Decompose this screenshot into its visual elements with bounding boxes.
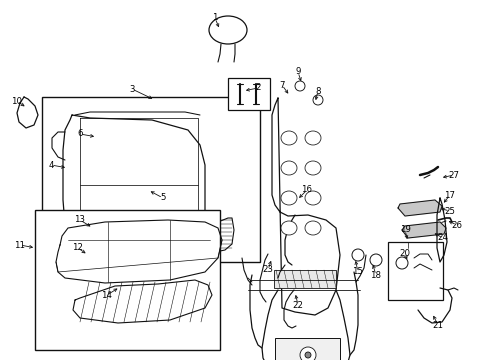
Text: 24: 24	[438, 234, 448, 243]
Text: 19: 19	[399, 225, 411, 234]
Ellipse shape	[281, 221, 297, 235]
Text: 12: 12	[73, 243, 83, 252]
Ellipse shape	[281, 161, 297, 175]
Text: 18: 18	[370, 270, 382, 279]
Text: 7: 7	[279, 81, 285, 90]
Text: 16: 16	[301, 185, 313, 194]
Polygon shape	[398, 200, 442, 216]
Text: 22: 22	[293, 301, 303, 310]
Text: 26: 26	[451, 220, 463, 230]
Text: 20: 20	[399, 248, 411, 257]
Text: 1: 1	[212, 13, 218, 22]
Circle shape	[370, 254, 382, 266]
Bar	[35, 210, 220, 350]
Bar	[274, 270, 336, 288]
Circle shape	[305, 352, 311, 358]
Bar	[42, 97, 260, 262]
Text: 2: 2	[255, 84, 261, 93]
Text: 5: 5	[160, 194, 166, 202]
Ellipse shape	[281, 131, 297, 145]
Text: 8: 8	[315, 86, 321, 95]
Circle shape	[300, 347, 316, 360]
Circle shape	[396, 257, 408, 269]
Bar	[228, 78, 270, 110]
Ellipse shape	[305, 161, 321, 175]
Text: 14: 14	[101, 291, 113, 300]
Text: 27: 27	[448, 171, 460, 180]
Text: 4: 4	[48, 161, 54, 170]
Text: 11: 11	[15, 240, 25, 249]
Text: 6: 6	[77, 130, 83, 139]
Polygon shape	[73, 280, 212, 323]
Text: 23: 23	[263, 266, 273, 274]
Circle shape	[313, 95, 323, 105]
Text: 9: 9	[295, 68, 301, 77]
Circle shape	[295, 81, 305, 91]
Polygon shape	[402, 222, 446, 238]
Text: 3: 3	[129, 85, 135, 94]
Text: 17: 17	[444, 190, 456, 199]
Ellipse shape	[305, 191, 321, 205]
Text: 15: 15	[352, 267, 364, 276]
Text: 10: 10	[11, 96, 23, 105]
Text: 21: 21	[433, 320, 443, 329]
Ellipse shape	[281, 191, 297, 205]
Text: 13: 13	[74, 216, 85, 225]
Text: 25: 25	[444, 207, 456, 216]
Circle shape	[352, 249, 364, 261]
Ellipse shape	[305, 221, 321, 235]
Bar	[388, 242, 443, 300]
Bar	[275, 338, 340, 360]
Polygon shape	[56, 220, 222, 283]
Ellipse shape	[305, 131, 321, 145]
Ellipse shape	[209, 16, 247, 44]
